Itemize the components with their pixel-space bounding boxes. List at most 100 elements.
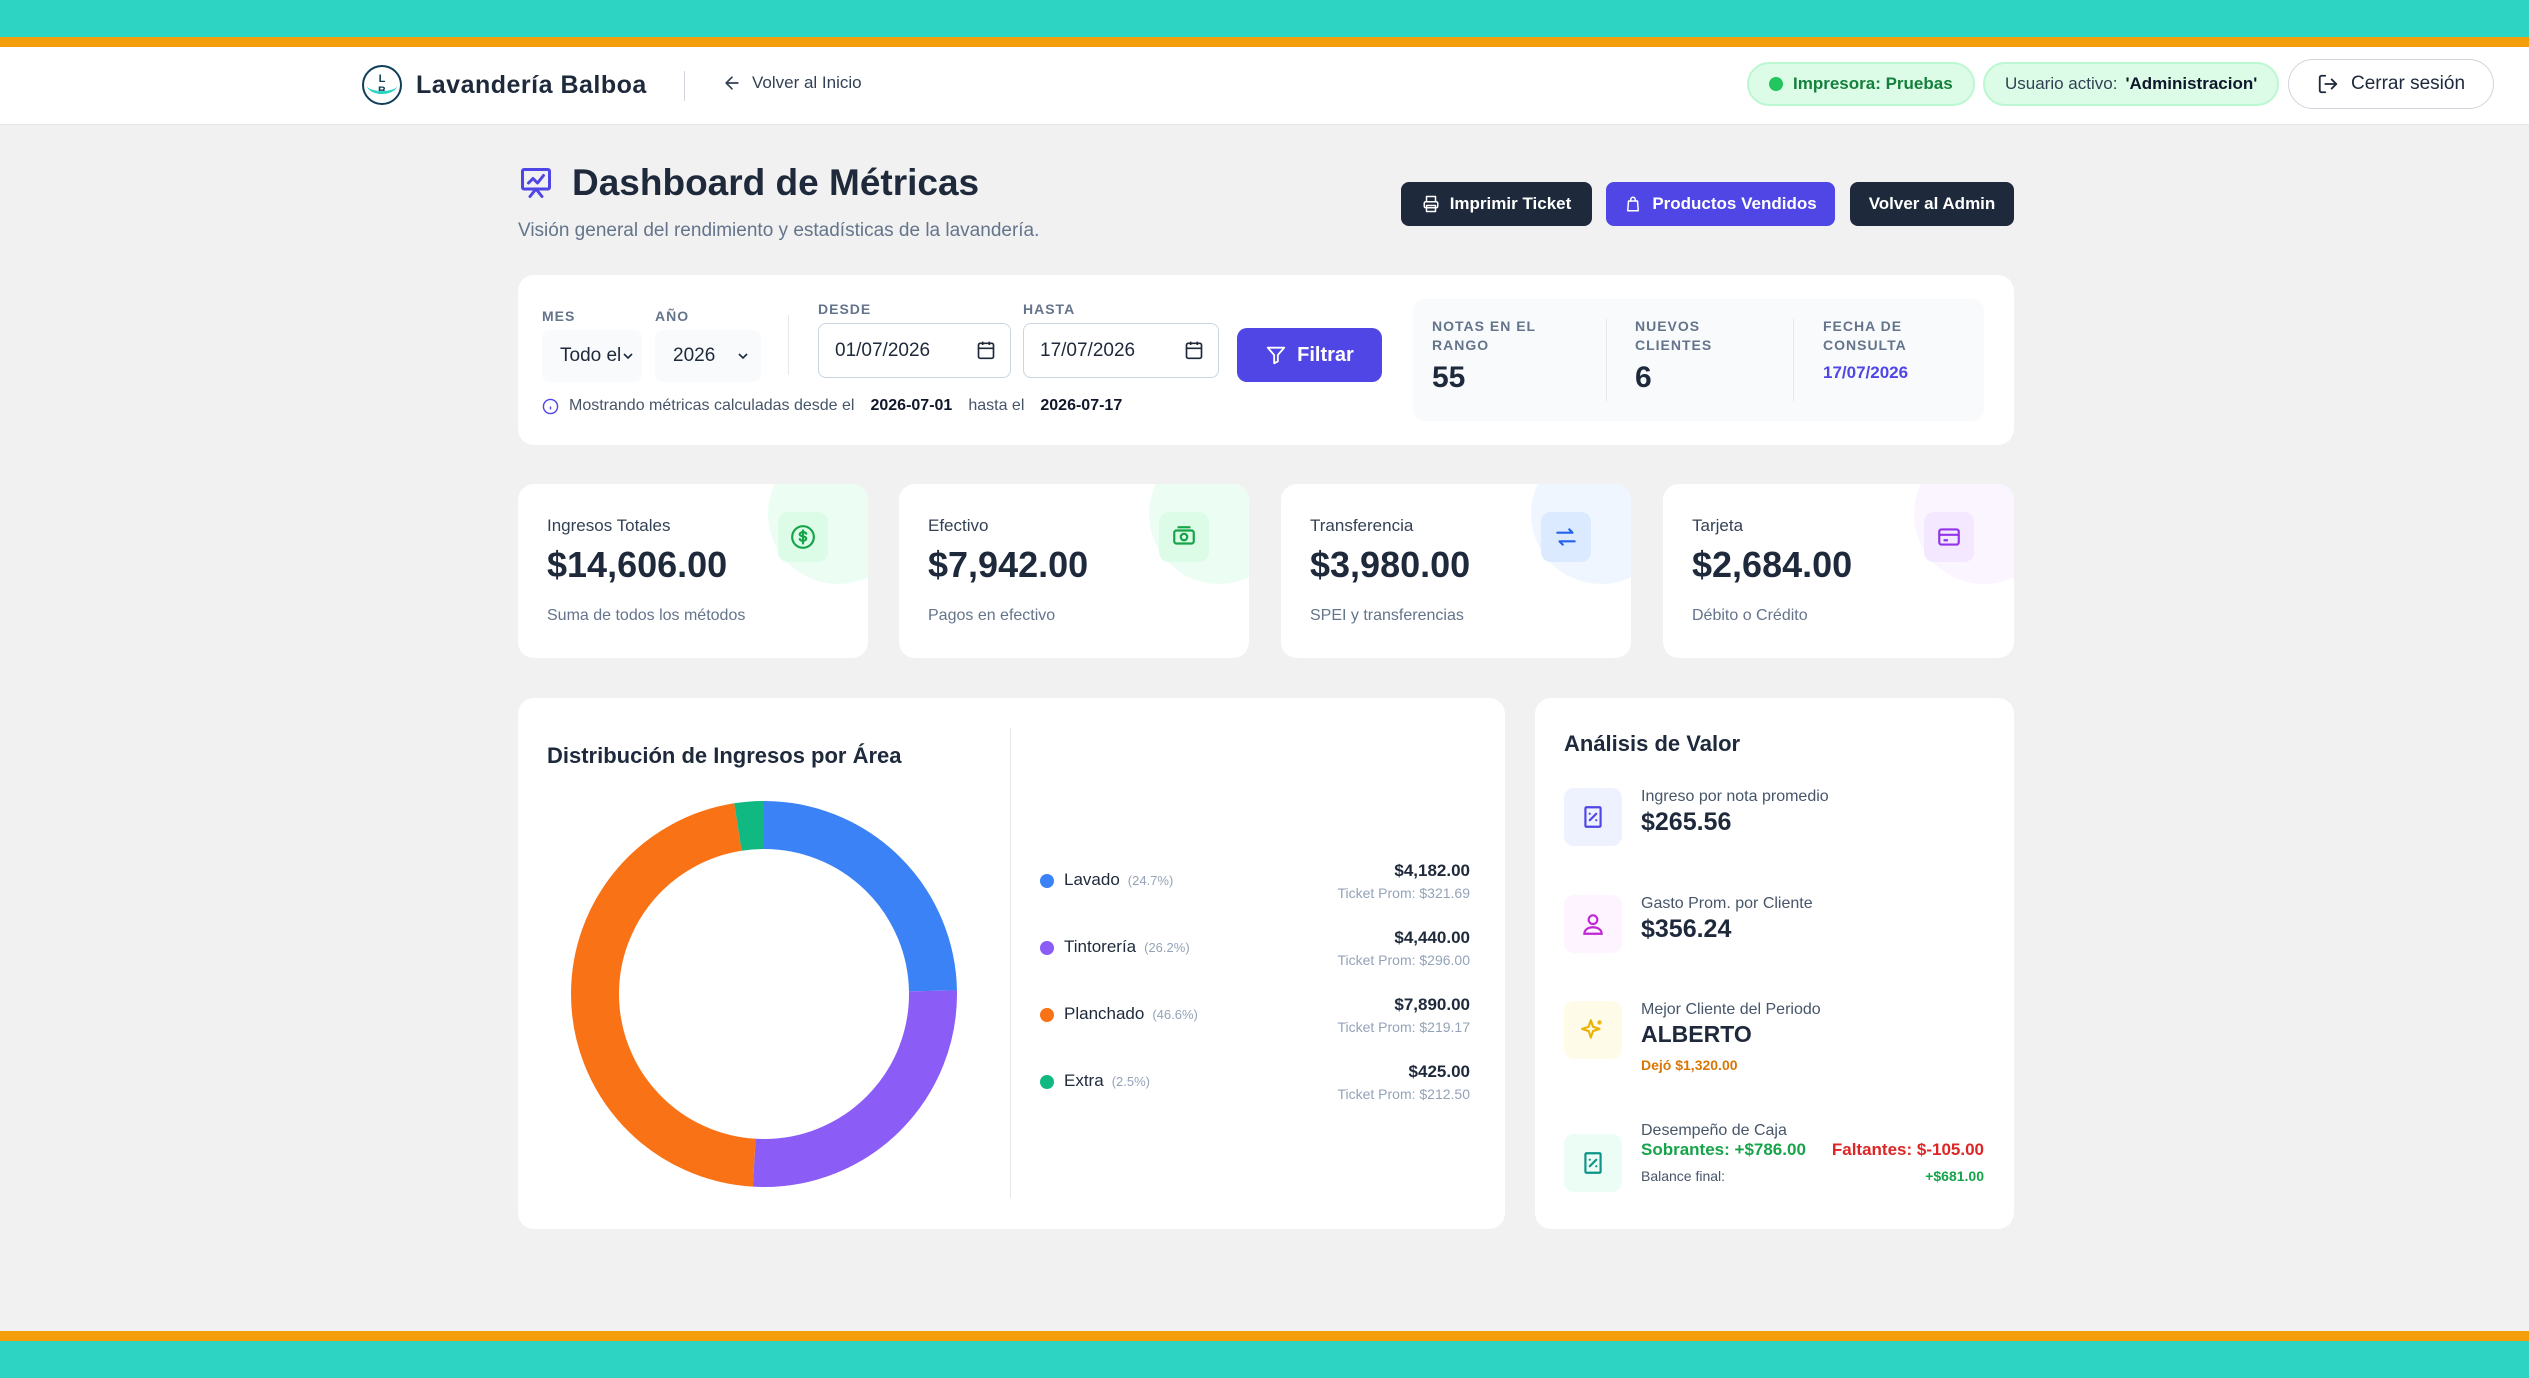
value-analysis-title: Análisis de Valor <box>1564 731 1741 756</box>
back-home-link[interactable]: Volver al Inicio <box>722 73 862 93</box>
legend-label: Lavado <box>1064 870 1120 889</box>
kpi-card-transfer: Transferencia $3,980.00 SPEI y transfere… <box>1281 484 1631 658</box>
arrow-left-icon <box>725 76 739 90</box>
kpi-title: Transferencia <box>1310 516 1414 535</box>
avg-spend-per-client: Gasto Prom. por Cliente $356.24 <box>1564 895 1984 955</box>
legend-ticket-avg: Ticket Prom: $219.17 <box>1337 1019 1470 1035</box>
avg-income-per-note: Ingreso por nota promedio $265.56 <box>1564 788 1984 848</box>
kpi-card-card: Tarjeta $2,684.00 Débito o Crédito <box>1663 484 2014 658</box>
legend-dot <box>1040 1075 1054 1089</box>
receipt-icon <box>1564 788 1622 846</box>
legend-percent: (24.7%) <box>1127 873 1174 888</box>
page-subtitle: Visión general del rendimiento y estadís… <box>518 220 1040 241</box>
legend-dot <box>1040 941 1054 955</box>
cash-icon <box>1159 512 1209 562</box>
legend-dot <box>1040 1008 1054 1022</box>
legend-label: Tintorería <box>1064 937 1137 956</box>
logout-label: Cerrar sesión <box>2350 73 2466 94</box>
back-admin-button[interactable]: Volver al Admin <box>1850 182 2014 226</box>
print-ticket-label: Imprimir Ticket <box>1449 194 1572 213</box>
products-sold-button[interactable]: Productos Vendidos <box>1606 182 1835 226</box>
cash-surplus-shortage: Sobrantes: +$786.00 Faltantes: $-105.00 <box>1641 1140 1984 1160</box>
year-label: AÑO <box>655 308 690 324</box>
best-client-value: ALBERTO <box>1641 1021 1752 1047</box>
dollar-circle-icon <box>778 512 828 562</box>
to-date-label: HASTA <box>1023 301 1076 317</box>
calendar-icon <box>977 341 995 360</box>
page-header: Dashboard de Métricas Visión general del… <box>518 162 1039 242</box>
kpi-card-total-income: Ingresos Totales $14,606.00 Suma de todo… <box>518 484 868 658</box>
back-admin-label: Volver al Admin <box>1868 194 1996 213</box>
top-color-band <box>0 0 2529 37</box>
year-select[interactable]: 2026 <box>655 330 761 382</box>
bottom-color-band <box>0 1341 2529 1378</box>
cash-balance-line: Balance final: +$681.00 <box>1641 1168 1984 1184</box>
receipt-check-icon <box>1564 1134 1622 1192</box>
donut-slice-extra <box>571 801 957 1187</box>
logout-button[interactable]: Cerrar sesión <box>2288 59 2494 109</box>
query-date-label: FECHA DE CONSULTA <box>1823 318 1907 353</box>
kpi-subtitle: Débito o Crédito <box>1692 607 1808 624</box>
legend-label: Extra <box>1064 1071 1104 1090</box>
printer-status-text: Impresora: Pruebas <box>1793 74 1953 93</box>
from-date-input[interactable]: 01/07/2026 <box>818 323 1011 378</box>
legend-percent: (26.2%) <box>1144 940 1190 955</box>
filter-info-prefix: Mostrando métricas calculadas desde el <box>569 397 855 414</box>
logo-letter-l: L <box>378 73 386 85</box>
income-distribution-card: Distribución de Ingresos por Área Lavado… <box>518 698 1505 1229</box>
status-dot-icon <box>1769 77 1783 91</box>
credit-card-icon <box>1924 512 1974 562</box>
kpi-title: Ingresos Totales <box>547 516 671 535</box>
avg-client-label: Gasto Prom. por Cliente <box>1641 895 1813 912</box>
kpi-value: $2,684.00 <box>1692 544 1853 585</box>
notes-in-range-value: 55 <box>1432 361 1466 394</box>
stat-divider <box>1606 319 1607 401</box>
kpi-title: Tarjeta <box>1692 516 1744 535</box>
legend-percent: (2.5%) <box>1111 1074 1150 1089</box>
legend-label: Planchado <box>1064 1004 1145 1023</box>
donut-slice-tintorería <box>571 801 957 1187</box>
cash-surplus: Sobrantes: +$786.00 <box>1641 1140 1806 1159</box>
page-title-text: Dashboard de Métricas <box>572 162 980 203</box>
range-summary-box: NOTAS EN EL RANGO 55 NUEVOS CLIENTES 6 F… <box>1413 299 1984 421</box>
filter-divider <box>788 315 789 375</box>
filter-info-mid: hasta el <box>968 397 1025 414</box>
info-icon <box>542 398 559 414</box>
balance-label: Balance final: <box>1641 1168 1726 1184</box>
new-clients-stat: NUEVOS CLIENTES 6 <box>1635 317 1755 395</box>
sparkles-icon <box>1564 1001 1622 1059</box>
income-donut-chart <box>571 801 957 1187</box>
brand-name: Lavandería Balboa <box>416 70 647 99</box>
cash-performance-label: Desempeño de Caja <box>1641 1122 1787 1139</box>
legend-amount: $7,890.00 <box>1394 995 1470 1014</box>
stat-divider <box>1793 319 1794 401</box>
year-select-value: 2026 <box>673 345 716 366</box>
brand[interactable]: L B Lavandería Balboa <box>362 65 647 105</box>
kpi-value: $3,980.00 <box>1310 544 1471 585</box>
logo-letter-b: B <box>378 85 386 97</box>
legend-name: Tintorería (26.2%) <box>1064 937 1190 957</box>
logout-icon <box>2318 74 2338 94</box>
active-user-label: Usuario activo: <box>2005 74 2118 93</box>
users-icon <box>1564 895 1622 953</box>
chevron-down-icon <box>623 353 633 360</box>
legend-name: Planchado (46.6%) <box>1064 1004 1198 1024</box>
legend-item-lavado: Lavado (24.7%) $4,182.00 Ticket Prom: $32… <box>1040 861 1470 911</box>
print-ticket-button[interactable]: Imprimir Ticket <box>1401 182 1592 226</box>
legend-amount: $4,440.00 <box>1394 928 1470 947</box>
page-title: Dashboard de Métricas <box>518 162 1039 204</box>
filter-info-line: Mostrando métricas calculadas desde el 2… <box>542 397 1128 415</box>
to-date-input[interactable]: 17/07/2026 <box>1023 323 1219 378</box>
printer-icon <box>1423 195 1439 213</box>
month-select[interactable]: Todo el m <box>542 330 642 382</box>
legend-ticket-avg: Ticket Prom: $321.69 <box>1337 885 1470 901</box>
chevron-down-icon <box>738 353 748 360</box>
distribution-divider <box>1010 728 1011 1198</box>
balance-value: +$681.00 <box>1925 1168 1984 1184</box>
filter-button-label: Filtrar <box>1297 343 1354 366</box>
back-home-label: Volver al Inicio <box>752 73 862 92</box>
filter-button[interactable]: Filtrar <box>1237 328 1382 382</box>
new-clients-value: 6 <box>1635 361 1652 394</box>
nav-divider <box>684 71 685 101</box>
filter-info-to: 2026-07-17 <box>1040 397 1123 414</box>
